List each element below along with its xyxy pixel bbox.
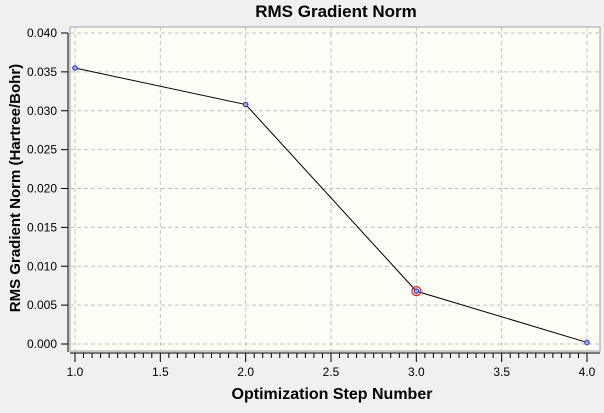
series-line: [74, 67, 588, 343]
x-tick-label: 2.0: [237, 365, 254, 379]
x-tick-label: 1.0: [67, 365, 84, 379]
selected-point-marker: [411, 286, 422, 297]
y-tick-label: 0.035: [27, 65, 57, 79]
y-tick-label: 0.030: [27, 104, 57, 118]
data-point: [413, 288, 420, 294]
data-point: [72, 65, 78, 71]
x-tick-label: 1.5: [152, 365, 169, 379]
data-point: [584, 339, 590, 346]
y-tick-label: 0.005: [27, 298, 57, 312]
x-tick-label: 3.5: [493, 365, 510, 379]
y-tick-label: 0.010: [27, 259, 57, 273]
y-tick-label: 0.000: [27, 337, 57, 351]
y-tick-label: 0.025: [27, 143, 57, 157]
x-tick-label: 2.5: [323, 365, 340, 379]
x-tick-label: 4.0: [579, 365, 596, 379]
y-axis-label: RMS Gradient Norm (Hartree/Bohr): [7, 64, 24, 312]
y-tick-label: 0.020: [27, 182, 57, 196]
data-point: [242, 101, 249, 108]
y-tick-label: 0.015: [27, 220, 57, 234]
x-axis-label: Optimization Step Number: [232, 386, 433, 403]
x-tick-label: 3.0: [408, 365, 425, 379]
y-tick-label: 0.040: [27, 26, 57, 40]
chart-title: RMS Gradient Norm: [255, 2, 417, 21]
